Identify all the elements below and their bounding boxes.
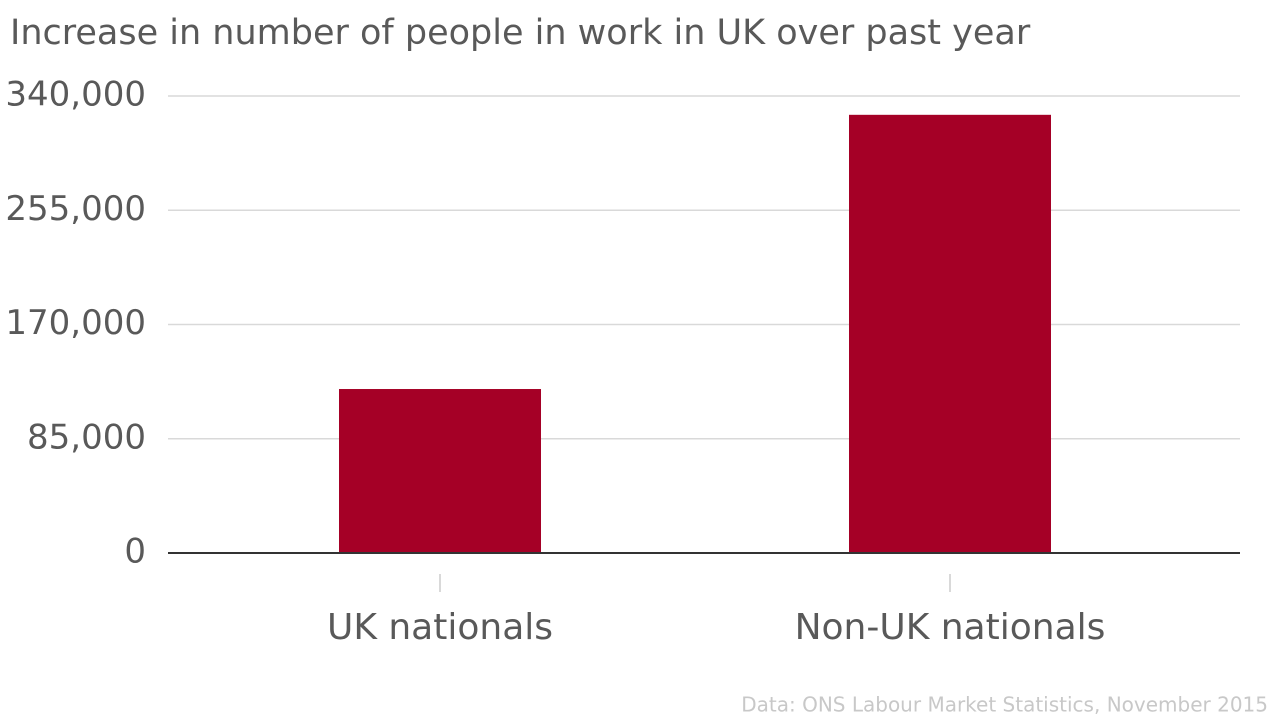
y-tick-label: 340,000: [5, 75, 146, 115]
bar: [339, 389, 541, 553]
y-tick-label: 255,000: [5, 189, 146, 229]
source-note: Data: ONS Labour Market Statistics, Nove…: [741, 693, 1268, 717]
chart-title: Increase in number of people in work in …: [10, 13, 1031, 53]
y-tick-label: 85,000: [27, 417, 146, 457]
y-tick-label: 0: [124, 532, 146, 572]
y-tick-label: 170,000: [5, 303, 146, 343]
x-tick-label: UK nationals: [327, 607, 553, 648]
bar: [849, 114, 1051, 553]
x-tick-label: Non-UK nationals: [795, 607, 1106, 648]
